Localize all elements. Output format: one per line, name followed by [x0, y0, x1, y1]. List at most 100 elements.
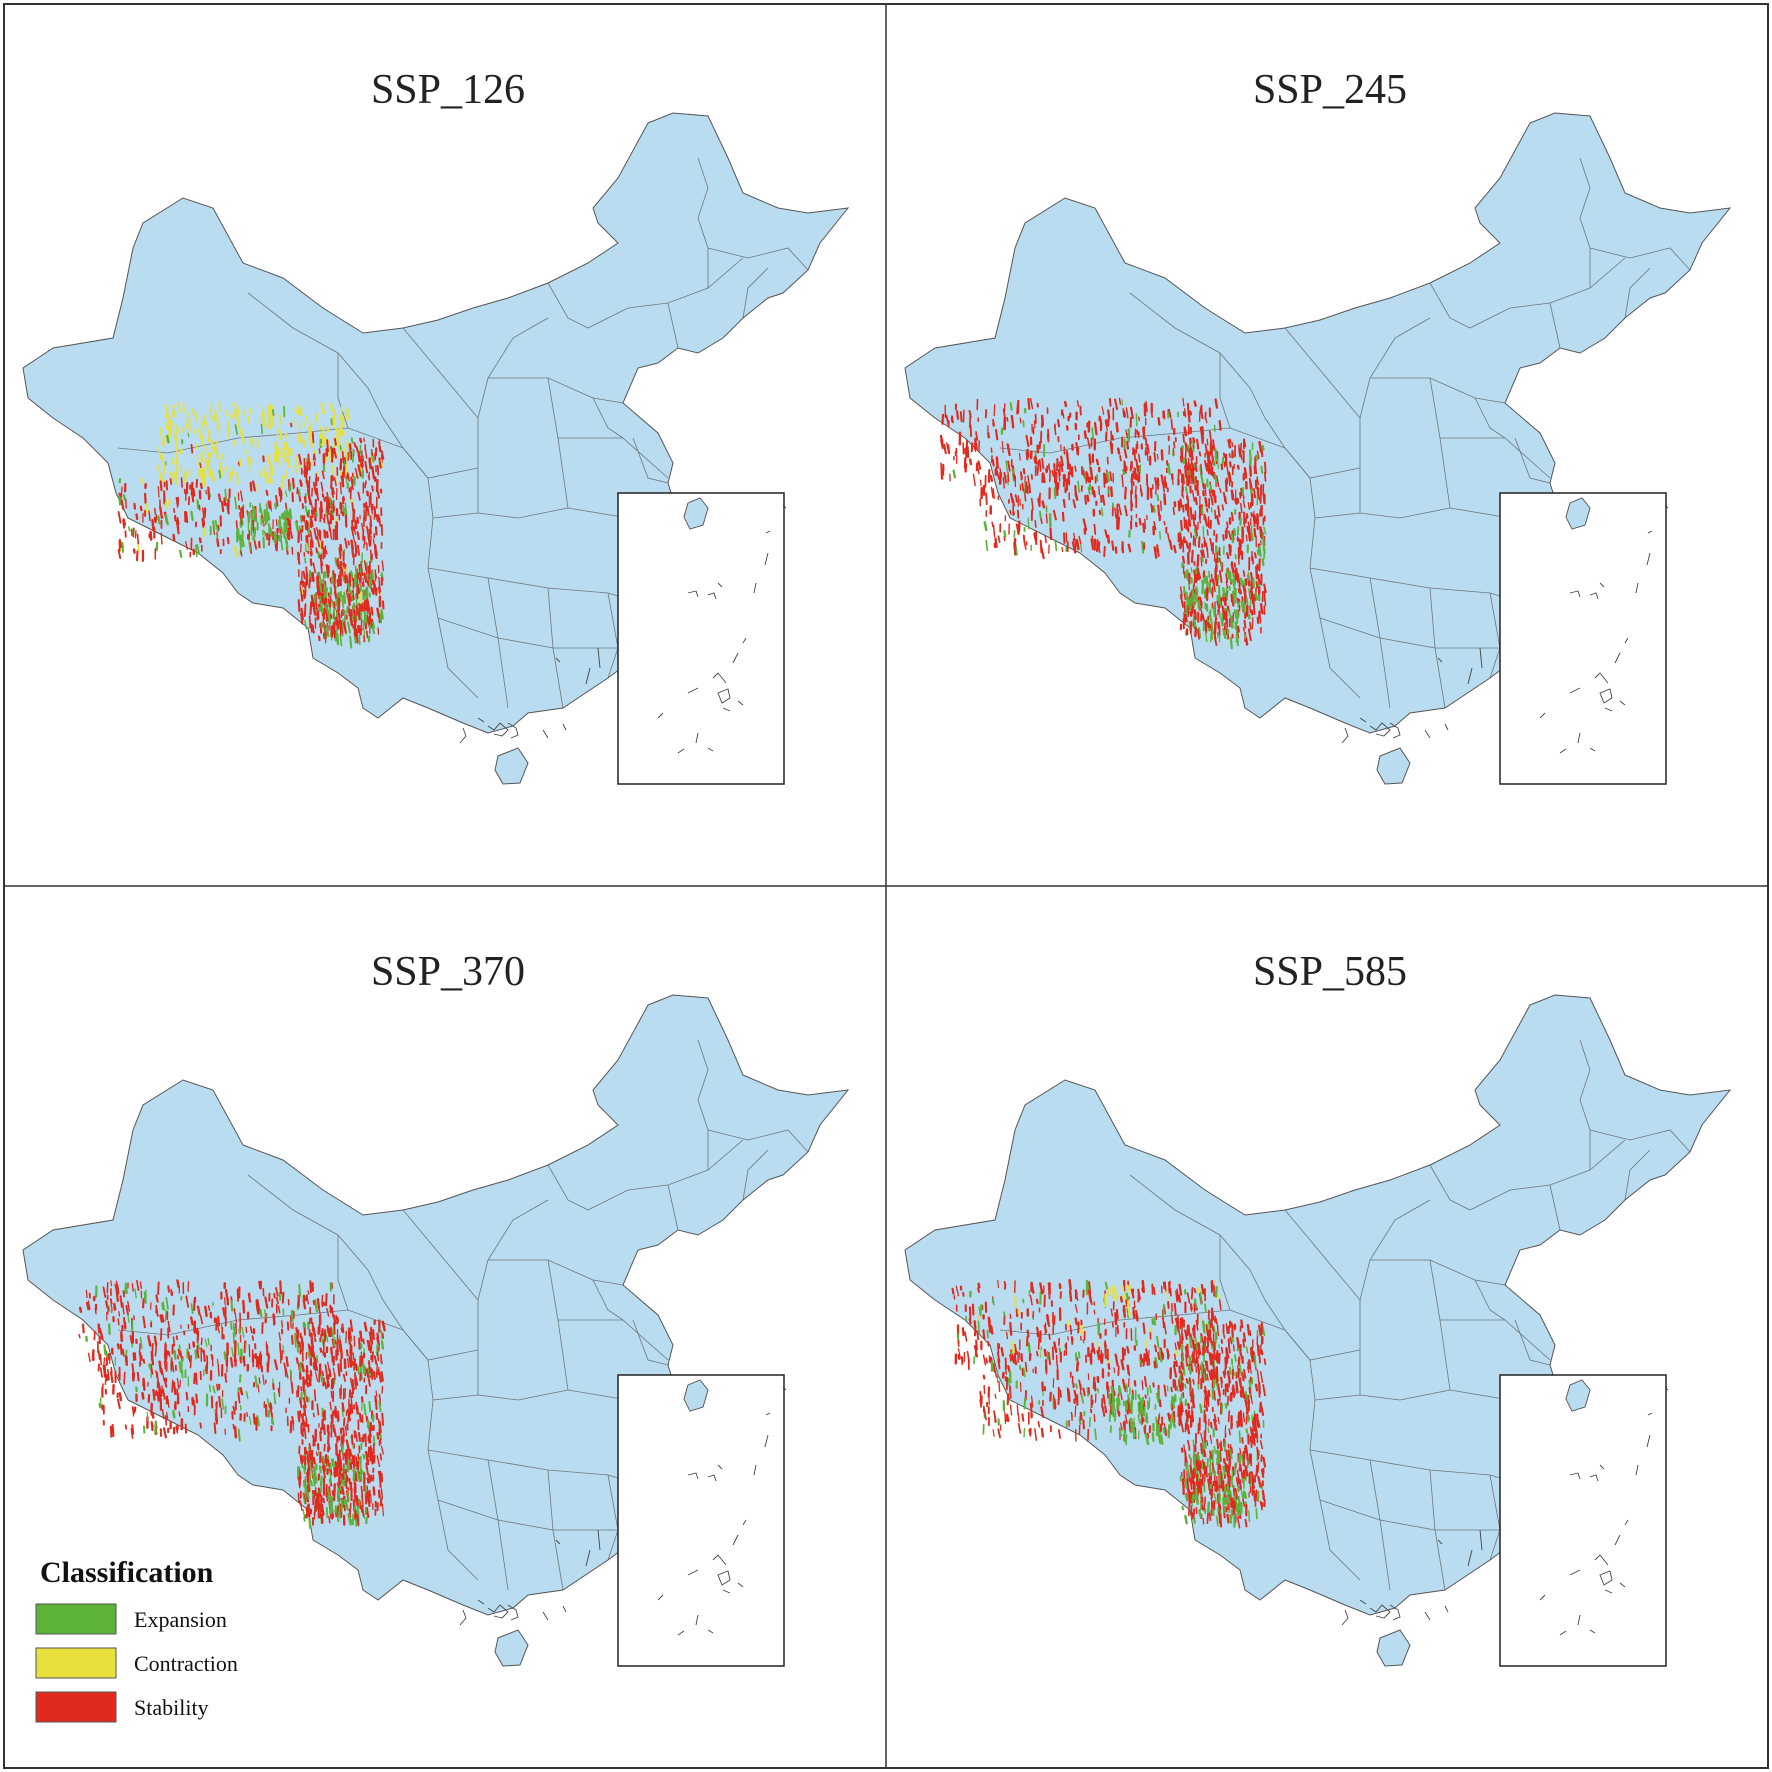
- distribution-mark-stability: [1103, 545, 1106, 558]
- distribution-mark-stability: [1208, 430, 1212, 443]
- distribution-mark-stability: [955, 410, 960, 420]
- distribution-mark-stability: [1082, 1387, 1086, 1397]
- distribution-mark-contraction: [205, 458, 209, 471]
- distribution-mark-stability: [131, 1283, 134, 1292]
- distribution-mark-expansion: [271, 409, 275, 416]
- distribution-mark-stability: [300, 589, 304, 602]
- distribution-mark-stability: [1204, 623, 1208, 629]
- distribution-mark-stability: [354, 541, 358, 554]
- distribution-mark-expansion: [165, 461, 167, 466]
- distribution-mark-contraction: [188, 416, 191, 424]
- distribution-mark-stability: [1210, 495, 1214, 506]
- distribution-mark-stability: [1166, 532, 1171, 542]
- distribution-mark-contraction: [210, 438, 215, 450]
- distribution-mark-stability: [1244, 1444, 1249, 1454]
- distribution-mark-expansion: [1209, 1455, 1212, 1466]
- distribution-mark-stability: [336, 531, 339, 540]
- distribution-mark-stability: [1238, 1467, 1241, 1472]
- distribution-mark-contraction: [229, 471, 233, 481]
- distribution-mark-stability: [1237, 1366, 1240, 1373]
- distribution-mark-stability: [994, 429, 999, 441]
- distribution-mark-stability: [975, 431, 979, 441]
- distribution-mark-stability: [1018, 1352, 1021, 1360]
- distribution-mark-stability: [987, 1316, 991, 1328]
- distribution-mark-stability: [136, 1279, 140, 1292]
- distribution-mark-stability: [1184, 407, 1187, 418]
- distribution-mark-expansion: [324, 587, 328, 598]
- distribution-mark-stability: [123, 1317, 127, 1330]
- distribution-mark-stability: [1228, 543, 1232, 556]
- distribution-mark-stability: [1249, 1366, 1252, 1374]
- distribution-mark-stability: [380, 450, 385, 460]
- distribution-mark-stability: [1119, 1296, 1124, 1303]
- distribution-mark-stability: [144, 492, 147, 505]
- distribution-mark-stability: [1093, 1347, 1096, 1355]
- distribution-mark-stability: [1232, 1344, 1235, 1352]
- distribution-mark-stability: [297, 599, 301, 613]
- distribution-mark-stability: [357, 491, 361, 501]
- distribution-mark-expansion: [284, 536, 289, 549]
- distribution-mark-stability: [1207, 622, 1211, 628]
- distribution-mark-stability: [1227, 439, 1232, 449]
- distribution-mark-stability: [371, 1351, 374, 1363]
- distribution-mark-stability: [1247, 529, 1251, 540]
- distribution-mark-stability: [100, 1404, 105, 1411]
- distribution-mark-stability: [1082, 1339, 1085, 1344]
- distribution-mark-stability: [1186, 1292, 1191, 1304]
- distribution-mark-stability: [1014, 494, 1018, 503]
- distribution-mark-expansion: [1233, 609, 1238, 620]
- distribution-mark-stability: [347, 592, 351, 607]
- distribution-mark-stability: [317, 572, 320, 586]
- distribution-mark-contraction: [191, 408, 195, 418]
- distribution-mark-stability: [351, 481, 354, 491]
- distribution-mark-stability: [354, 519, 358, 530]
- distribution-mark-contraction: [203, 444, 207, 454]
- distribution-mark-stability: [342, 495, 346, 502]
- distribution-mark-stability: [349, 1338, 352, 1351]
- distribution-mark-stability: [999, 467, 1003, 477]
- distribution-mark-stability: [323, 529, 326, 537]
- distribution-mark-stability: [237, 461, 241, 467]
- distribution-mark-stability: [1129, 406, 1134, 420]
- distribution-mark-stability: [1125, 429, 1128, 436]
- distribution-mark-stability: [1210, 573, 1213, 583]
- distribution-mark-stability: [230, 1296, 233, 1302]
- distribution-mark-stability: [1187, 1402, 1191, 1410]
- distribution-mark-stability: [297, 1410, 301, 1423]
- distribution-mark-stability: [193, 1372, 197, 1385]
- distribution-mark-stability: [109, 1371, 114, 1384]
- distribution-mark-stability: [319, 1347, 323, 1353]
- distribution-mark-expansion: [148, 1363, 152, 1370]
- distribution-mark-stability: [163, 1377, 168, 1388]
- distribution-mark-stability: [377, 441, 381, 449]
- distribution-mark-stability: [359, 437, 363, 444]
- distribution-mark-stability: [1244, 441, 1247, 448]
- distribution-mark-stability: [381, 1503, 385, 1517]
- distribution-mark-stability: [1039, 1282, 1044, 1295]
- distribution-mark-stability: [357, 1432, 362, 1442]
- distribution-mark-stability: [1087, 1289, 1093, 1303]
- distribution-mark-stability: [1232, 1488, 1236, 1497]
- distribution-mark-stability: [216, 1383, 219, 1392]
- distribution-mark-expansion: [330, 1458, 334, 1467]
- distribution-mark-stability: [957, 1348, 962, 1359]
- distribution-mark-expansion: [207, 1337, 210, 1346]
- distribution-mark-stability: [1102, 494, 1106, 506]
- distribution-mark-expansion: [318, 571, 323, 584]
- distribution-mark-contraction: [145, 502, 149, 514]
- distribution-mark-stability: [1074, 465, 1077, 473]
- distribution-mark-stability: [966, 1350, 970, 1363]
- distribution-mark-stability: [1104, 529, 1108, 538]
- distribution-mark-expansion: [1221, 621, 1224, 627]
- distribution-mark-stability: [281, 1320, 284, 1328]
- distribution-mark-stability: [1102, 1394, 1106, 1405]
- distribution-mark-stability: [1208, 1370, 1213, 1381]
- distribution-mark-stability: [1215, 1371, 1219, 1384]
- distribution-mark-stability: [1109, 1404, 1113, 1415]
- distribution-mark-stability: [1157, 417, 1161, 426]
- distribution-mark-stability: [997, 1358, 1001, 1370]
- distribution-mark-expansion: [127, 1314, 130, 1323]
- distribution-mark-stability: [301, 1362, 305, 1373]
- distribution-mark-expansion: [1053, 487, 1057, 500]
- distribution-mark-stability: [224, 1297, 226, 1306]
